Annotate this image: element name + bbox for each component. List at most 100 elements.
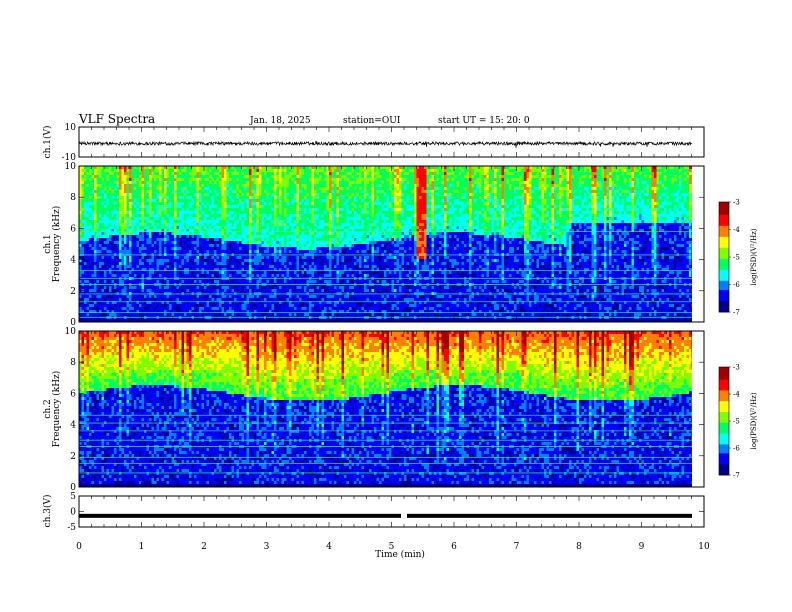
spectrogram-cell	[167, 184, 170, 187]
spectrogram-cell	[199, 199, 202, 202]
spectrogram-cell	[307, 304, 310, 307]
spectrogram-cell	[144, 169, 147, 172]
spectrogram-cell	[217, 313, 220, 316]
spectrogram-cell	[212, 226, 215, 229]
spectrogram-cell	[229, 262, 232, 265]
spectrogram-cell	[252, 211, 255, 214]
spectrogram-cell	[97, 208, 100, 211]
spectrogram-cell	[202, 172, 205, 175]
spectrogram-cell	[239, 298, 242, 301]
spectrogram-cell	[217, 175, 220, 178]
spectrogram-cell	[192, 244, 195, 247]
spectrogram-cell	[202, 265, 205, 268]
spectrogram-cell	[92, 205, 95, 208]
spectrogram-cell	[302, 262, 305, 265]
spectrogram-cell	[104, 265, 107, 268]
spectrogram-cell	[164, 172, 167, 175]
spectrogram-cell	[109, 241, 112, 244]
spectrogram-cell	[209, 256, 212, 259]
spectrogram-cell	[99, 238, 102, 241]
spectrogram-cell	[242, 280, 245, 283]
spectrogram-cell	[212, 223, 215, 226]
spectrogram-cell	[132, 235, 135, 238]
spectrogram-cell	[282, 259, 285, 262]
spectrogram-cell	[139, 217, 142, 220]
spectrogram-cell	[107, 262, 110, 265]
spectrogram-cell	[169, 280, 172, 283]
spectrogram-cell	[264, 280, 267, 283]
spectrogram-cell	[187, 235, 190, 238]
spectrogram-cell	[222, 169, 225, 172]
spectrogram-cell	[309, 259, 312, 262]
spectrogram-cell	[239, 223, 242, 226]
spectrogram-cell	[174, 259, 177, 262]
spectrogram-cell	[99, 289, 102, 292]
spectrogram-cell	[237, 244, 240, 247]
spectrogram-cell	[224, 232, 227, 235]
spectrogram-cell	[184, 223, 187, 226]
spectrogram-cell	[189, 235, 192, 238]
spectrogram-cell	[189, 259, 192, 262]
spectrogram-cell	[197, 295, 200, 298]
spectrogram-cell	[199, 286, 202, 289]
spectrogram-cell	[294, 259, 297, 262]
spectrogram-cell	[197, 193, 200, 196]
spectrogram-cell	[312, 178, 315, 181]
spectrogram-cell	[152, 193, 155, 196]
spectrogram-cell	[109, 271, 112, 274]
spectrogram-cell	[259, 211, 262, 214]
spectrogram-cell	[117, 181, 120, 184]
spectrogram-cell	[239, 220, 242, 223]
spectrogram-cell	[184, 238, 187, 241]
spectrogram-cell	[162, 181, 165, 184]
spectrogram-cell	[244, 199, 247, 202]
spectrogram-cell	[192, 217, 195, 220]
spectrogram-cell	[232, 211, 235, 214]
spectrogram-cell	[117, 304, 120, 307]
spectrogram-cell	[104, 271, 107, 274]
spectrogram-cell	[182, 265, 185, 268]
spectrogram-cell	[124, 280, 127, 283]
spectrogram-cell	[244, 220, 247, 223]
spectrogram-cell	[129, 211, 132, 214]
spectrogram-cell	[129, 184, 132, 187]
spectrogram-cell	[202, 187, 205, 190]
spectrogram-cell	[174, 241, 177, 244]
spectrogram-cell	[277, 295, 280, 298]
spectrogram-cell	[142, 247, 145, 250]
spectrogram-cell	[82, 274, 85, 277]
spectrogram-cell	[242, 274, 245, 277]
spectrogram-cell	[187, 274, 190, 277]
spectrogram-cell	[254, 274, 257, 277]
spectrogram-cell	[257, 289, 260, 292]
spectrogram-cell	[292, 235, 295, 238]
spectrogram-cell	[259, 217, 262, 220]
spectrogram-cell	[122, 235, 125, 238]
spectrogram-cell	[182, 256, 185, 259]
spectrogram-cell	[174, 280, 177, 283]
spectrogram-cell	[172, 232, 175, 235]
spectrogram-cell	[214, 232, 217, 235]
spectrogram-cell	[112, 271, 115, 274]
spectrogram-cell	[84, 172, 87, 175]
spectrogram-cell	[309, 181, 312, 184]
spectrogram-cell	[127, 256, 130, 259]
spectrogram-cell	[307, 256, 310, 259]
spectrogram-cell	[197, 244, 200, 247]
spectrogram-cell	[302, 184, 305, 187]
spectrogram-cell	[259, 298, 262, 301]
spectrogram-cell	[292, 190, 295, 193]
spectrogram-cell	[152, 226, 155, 229]
spectrogram-cell	[259, 256, 262, 259]
spectrogram-cell	[299, 214, 302, 217]
spectrogram-cell	[99, 184, 102, 187]
spectrogram-cell	[262, 181, 265, 184]
spectrogram-cell	[257, 235, 260, 238]
spectrogram-cell	[177, 202, 180, 205]
spectrogram-cell	[114, 262, 117, 265]
spectrogram-cell	[284, 265, 287, 268]
spectrogram-cell	[149, 271, 152, 274]
spectrogram-cell	[107, 235, 110, 238]
spectrogram-cell	[274, 259, 277, 262]
spectrogram-cell	[254, 295, 257, 298]
